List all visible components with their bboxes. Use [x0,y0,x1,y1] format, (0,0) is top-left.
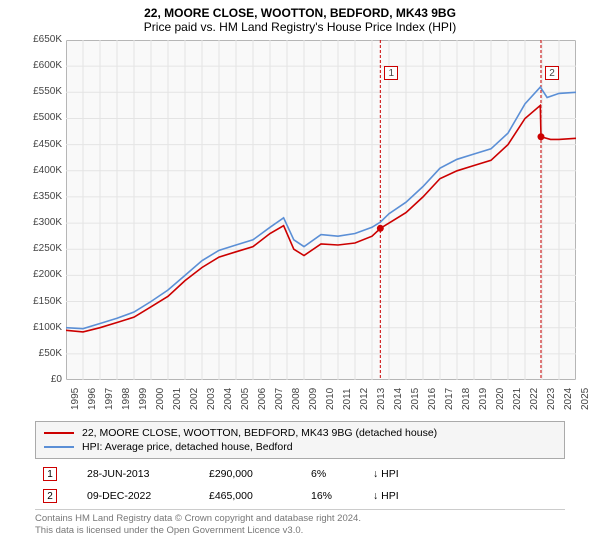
y-tick-label: £150K [33,296,62,307]
legend: 22, MOORE CLOSE, WOOTTON, BEDFORD, MK43 … [35,421,565,459]
y-tick-label: £450K [33,139,62,150]
sale-price: £465,000 [209,490,289,502]
x-tick-label: 1998 [121,388,132,410]
x-tick-label: 2022 [529,388,540,410]
sale-annotation: 1 [384,66,398,80]
y-tick-label: £500K [33,112,62,123]
sale-dir: ↓ HPI [373,490,423,502]
x-tick-label: 2016 [427,388,438,410]
x-tick-label: 2012 [359,388,370,410]
legend-swatch [44,432,74,434]
x-tick-label: 2013 [376,388,387,410]
x-tick-label: 2009 [308,388,319,410]
x-axis: 1995199619971998199920002001200220032004… [66,382,576,398]
sale-marker-icon: 2 [43,489,57,503]
x-tick-label: 2024 [563,388,574,410]
x-tick-label: 2020 [495,388,506,410]
x-tick-label: 1999 [138,388,149,410]
x-tick-label: 2001 [172,388,183,410]
y-tick-label: £50K [39,348,62,359]
y-tick-label: £250K [33,243,62,254]
x-tick-label: 2002 [189,388,200,410]
sales-table: 1 28-JUN-2013 £290,000 6% ↓ HPI 2 09-DEC… [35,463,565,507]
y-tick-label: £350K [33,191,62,202]
legend-item: HPI: Average price, detached house, Bedf… [44,440,556,454]
chart-titles: 22, MOORE CLOSE, WOOTTON, BEDFORD, MK43 … [0,0,600,36]
x-tick-label: 2018 [461,388,472,410]
y-tick-label: £600K [33,60,62,71]
x-tick-label: 2025 [580,388,591,410]
footer: Contains HM Land Registry data © Crown c… [35,509,565,537]
sale-price: £290,000 [209,468,289,480]
x-tick-label: 2019 [478,388,489,410]
x-tick-label: 2005 [240,388,251,410]
sale-annotation: 2 [545,66,559,80]
sale-dir: ↓ HPI [373,468,423,480]
sale-date: 09-DEC-2022 [87,490,187,502]
footer-line-2: This data is licensed under the Open Gov… [35,525,565,537]
x-tick-label: 2015 [410,388,421,410]
x-tick-label: 2017 [444,388,455,410]
sale-date: 28-JUN-2013 [87,468,187,480]
x-tick-label: 2004 [223,388,234,410]
legend-item: 22, MOORE CLOSE, WOOTTON, BEDFORD, MK43 … [44,426,556,440]
legend-swatch [44,446,74,448]
x-tick-label: 2011 [342,388,353,410]
y-tick-label: £100K [33,322,62,333]
y-tick-label: £400K [33,165,62,176]
x-tick-label: 1996 [87,388,98,410]
chart-title-2: Price paid vs. HM Land Registry's House … [0,20,600,34]
chart: £0 £50K £100K £150K £200K £250K £300K £350K £400… [20,40,580,395]
y-tick-label: £200K [33,269,62,280]
x-tick-label: 2010 [325,388,336,410]
y-tick-label: £0 [51,374,62,385]
plot-svg [66,40,576,380]
x-tick-label: 2000 [155,388,166,410]
legend-label: 22, MOORE CLOSE, WOOTTON, BEDFORD, MK43 … [82,427,437,439]
sale-marker-icon: 1 [43,467,57,481]
x-tick-label: 2003 [206,388,217,410]
x-tick-label: 2008 [291,388,302,410]
y-tick-label: £300K [33,217,62,228]
sale-pct: 16% [311,490,351,502]
y-axis: £0 £50K £100K £150K £200K £250K £300K £350K £400… [20,34,64,386]
x-tick-label: 2014 [393,388,404,410]
x-tick-label: 2021 [512,388,523,410]
table-row: 1 28-JUN-2013 £290,000 6% ↓ HPI [35,463,565,485]
y-tick-label: £650K [33,34,62,45]
x-tick-label: 2006 [257,388,268,410]
footer-line-1: Contains HM Land Registry data © Crown c… [35,513,565,525]
x-tick-label: 2023 [546,388,557,410]
x-tick-label: 1995 [70,388,81,410]
x-tick-label: 1997 [104,388,115,410]
legend-label: HPI: Average price, detached house, Bedf… [82,441,293,453]
chart-title-1: 22, MOORE CLOSE, WOOTTON, BEDFORD, MK43 … [0,6,600,20]
x-tick-label: 2007 [274,388,285,410]
table-row: 2 09-DEC-2022 £465,000 16% ↓ HPI [35,485,565,507]
sale-pct: 6% [311,468,351,480]
y-tick-label: £550K [33,86,62,97]
